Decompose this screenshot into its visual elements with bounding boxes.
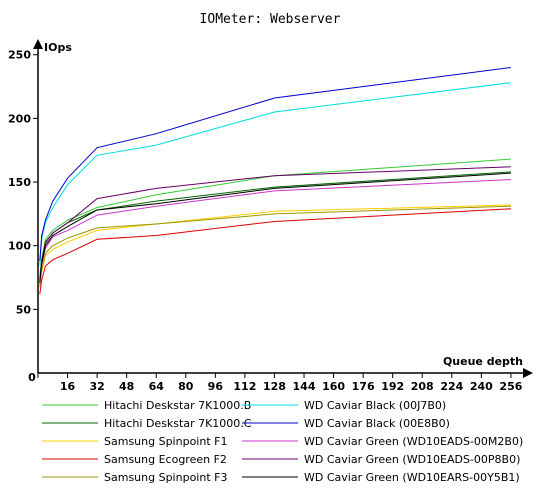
x-tick-label: 224 [440,380,463,393]
x-tick-label: 32 [89,380,104,393]
series-line-10 [39,172,511,283]
series-line-7 [39,67,511,262]
x-tick-label: 96 [208,380,224,393]
x-tick-label: 192 [381,380,404,393]
series-line-6 [39,82,511,265]
x-axis-arrow [523,368,533,378]
x-tick-label: 64 [149,380,165,393]
chart-title: IOMeter: Webserver [200,12,341,27]
y-tick-label: 200 [8,112,31,125]
legend: Hitachi Deskstar 7K1000.B Hitachi Desksta… [42,399,523,484]
x-tick-label: 0 [28,371,36,384]
x-axis-label: Queue depth [443,355,523,368]
y-tick-label: 250 [8,49,31,62]
x-tick-label: 144 [293,380,316,393]
x-tick-label: 176 [352,380,375,393]
y-tick-label: 50 [16,303,32,316]
legend-label: WD Caviar Green (WD10EARS-00Y5B1) [304,471,520,484]
legend-label: Hitachi Deskstar 7K1000.B [104,399,251,412]
x-tick-label: 160 [322,380,345,393]
y-tick-label: 150 [8,176,31,189]
y-tick-label: 100 [8,240,31,253]
legend-label: WD Caviar Green (WD10EADS-00P8B0) [304,453,520,466]
x-tick-label: 16 [60,380,76,393]
legend-label: WD Caviar Green (WD10EADS-00M2B0) [304,435,523,448]
x-tick-label: 128 [263,380,286,393]
legend-label: Hitachi Deskstar 7K1000.C [104,417,252,430]
x-tick-label: 208 [411,380,434,393]
legend-label: WD Caviar Black (00E8B0) [304,417,450,430]
series-line-5 [39,205,511,287]
series-line-9 [39,166,511,282]
legend-label: Samsung Spinpoint F1 [104,435,227,448]
series-line-8 [39,179,511,284]
y-axis-arrow [33,39,43,49]
x-tick-label: 240 [470,380,493,393]
legend-label: Samsung Ecogreen F2 [104,453,227,466]
x-tick-label: 80 [178,380,194,393]
series-lines [39,67,511,295]
x-ticks: 0 16 32 48 64 80 96 112 128 144 160 176 192 208 224 240… [28,371,523,393]
series-line-3 [39,204,511,288]
y-axis-label: IOps [44,41,72,54]
x-tick-label: 112 [233,380,256,393]
axes [33,39,533,378]
y-ticks: 50 100 150 200 250 [8,49,38,316]
x-tick-label: 256 [499,380,522,393]
series-line-4 [39,208,511,295]
x-tick-label: 48 [119,380,134,393]
legend-label: WD Caviar Black (00J7B0) [304,399,446,412]
legend-label: Samsung Spinpoint F3 [104,471,227,484]
